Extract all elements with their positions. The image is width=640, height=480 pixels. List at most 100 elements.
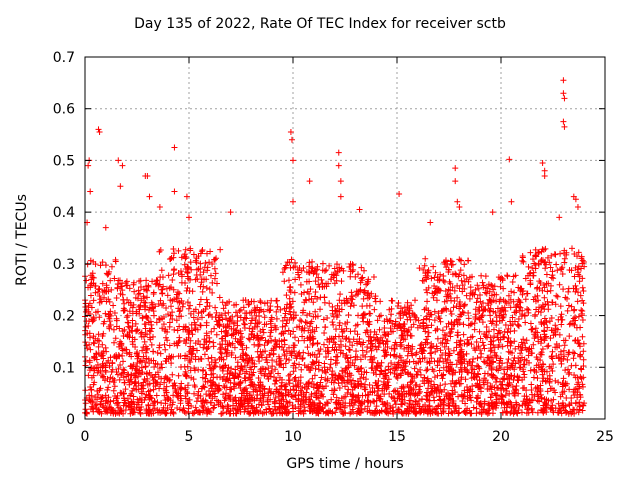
data-point — [162, 346, 169, 353]
data-point — [529, 326, 536, 333]
data-point — [291, 334, 298, 341]
data-point — [245, 335, 252, 342]
data-point — [320, 316, 327, 323]
data-point — [477, 298, 484, 305]
data-point — [465, 257, 472, 264]
data-point — [420, 316, 427, 323]
data-point — [358, 264, 365, 271]
data-point — [525, 307, 532, 314]
data-point — [474, 282, 481, 289]
data-point — [575, 289, 582, 296]
x-tick-label: 5 — [185, 429, 194, 445]
data-point — [511, 289, 518, 296]
data-point — [98, 372, 105, 379]
data-point — [446, 330, 453, 337]
data-point — [182, 246, 189, 253]
data-point — [543, 271, 550, 278]
data-point — [116, 376, 123, 383]
data-point — [126, 285, 133, 292]
data-point — [504, 273, 511, 280]
data-point — [454, 329, 461, 336]
data-point — [407, 316, 414, 323]
data-point — [266, 307, 273, 314]
x-tick-label: 15 — [388, 429, 406, 445]
data-point — [144, 294, 151, 301]
data-point — [150, 348, 157, 355]
data-point — [532, 311, 539, 318]
data-point — [450, 347, 457, 354]
data-point — [467, 284, 474, 291]
data-point — [353, 348, 360, 355]
data-point — [312, 278, 319, 285]
data-point — [428, 349, 435, 356]
data-point — [509, 279, 516, 286]
data-point — [548, 315, 555, 322]
data-point — [273, 315, 280, 322]
data-point — [285, 327, 292, 334]
data-point — [286, 295, 293, 302]
data-point — [257, 299, 264, 306]
data-point — [318, 374, 325, 381]
data-point — [427, 219, 434, 226]
data-point — [158, 267, 165, 274]
data-point — [327, 361, 334, 368]
data-point — [85, 162, 92, 169]
data-point — [448, 311, 455, 318]
data-point — [337, 193, 344, 200]
data-point — [561, 255, 568, 262]
data-point — [556, 214, 563, 221]
data-point — [91, 340, 98, 347]
y-tick-label: 0.4 — [53, 205, 75, 221]
data-point — [553, 292, 560, 299]
data-point — [333, 326, 340, 333]
data-point — [265, 338, 272, 345]
data-point — [566, 321, 573, 328]
data-point — [460, 321, 467, 328]
data-point — [157, 274, 164, 281]
data-point — [431, 381, 438, 388]
data-point — [337, 178, 344, 185]
data-point — [528, 381, 535, 388]
data-point — [544, 343, 551, 350]
data-point — [434, 335, 441, 342]
data-point — [548, 354, 555, 361]
data-point — [151, 364, 158, 371]
data-point — [153, 380, 160, 387]
data-point — [347, 303, 354, 310]
data-point — [367, 310, 374, 317]
data-point — [498, 393, 505, 400]
data-point — [541, 294, 548, 301]
data-point — [532, 325, 539, 332]
data-point — [342, 343, 349, 350]
data-point — [165, 272, 172, 279]
data-point — [528, 391, 535, 398]
data-point — [150, 333, 157, 340]
data-point — [530, 374, 537, 381]
data-point — [541, 327, 548, 334]
data-point — [423, 367, 430, 374]
data-point — [499, 375, 506, 382]
data-point — [267, 333, 274, 340]
data-point — [460, 272, 467, 279]
data-point — [568, 362, 575, 369]
data-point — [183, 193, 190, 200]
data-point — [447, 333, 454, 340]
data-point — [318, 391, 325, 398]
data-point — [525, 263, 532, 270]
data-point — [290, 383, 297, 390]
data-point — [478, 272, 485, 279]
data-point — [489, 391, 496, 398]
data-point — [454, 294, 461, 301]
data-point — [87, 188, 94, 195]
data-point — [222, 362, 229, 369]
y-axis-label: ROTI / TECUs — [14, 194, 30, 286]
data-point — [447, 308, 454, 315]
data-point — [178, 380, 185, 387]
data-point — [411, 365, 418, 372]
data-point — [82, 406, 89, 413]
data-point — [312, 365, 319, 372]
data-point — [468, 397, 475, 404]
data-point — [176, 323, 183, 330]
data-point — [319, 260, 326, 267]
data-point — [421, 374, 428, 381]
